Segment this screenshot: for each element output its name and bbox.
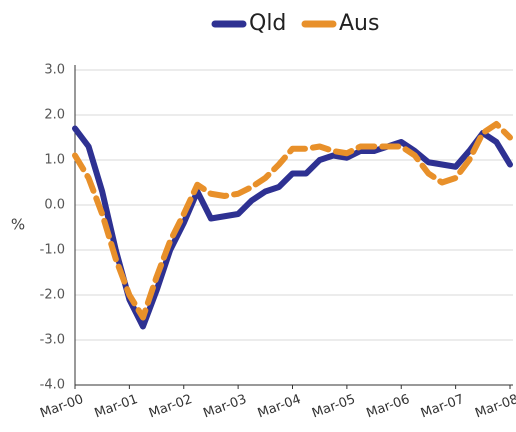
y-tick-label: -2.0 (40, 288, 65, 303)
legend-label: Aus (339, 11, 379, 36)
y-tick-label: -3.0 (40, 333, 65, 348)
y-tick-label: -1.0 (40, 243, 65, 258)
y-tick-label: 1.0 (44, 153, 65, 168)
y-axis-label: % (11, 216, 25, 234)
x-tick-label: Mar-07 (419, 392, 466, 421)
x-tick-label: Mar-00 (38, 392, 85, 421)
legend-label: Qld (249, 11, 286, 36)
series-line (72, 125, 513, 330)
x-tick-label: Mar-04 (256, 392, 303, 421)
x-tick-label: Mar-03 (201, 392, 248, 421)
x-tick-label: Mar-06 (364, 392, 411, 421)
x-tick-label: Mar-01 (93, 392, 140, 421)
x-tick-label: Mar-02 (147, 392, 194, 421)
series-line (72, 121, 513, 321)
y-tick-label: 2.0 (44, 108, 65, 123)
y-tick-label: 3.0 (44, 63, 65, 78)
x-tick-label: Mar-05 (310, 392, 357, 421)
y-tick-label: 0.0 (44, 198, 65, 213)
x-tick-label: Mar-08 (473, 392, 516, 421)
y-tick-label: -4.0 (40, 378, 65, 393)
